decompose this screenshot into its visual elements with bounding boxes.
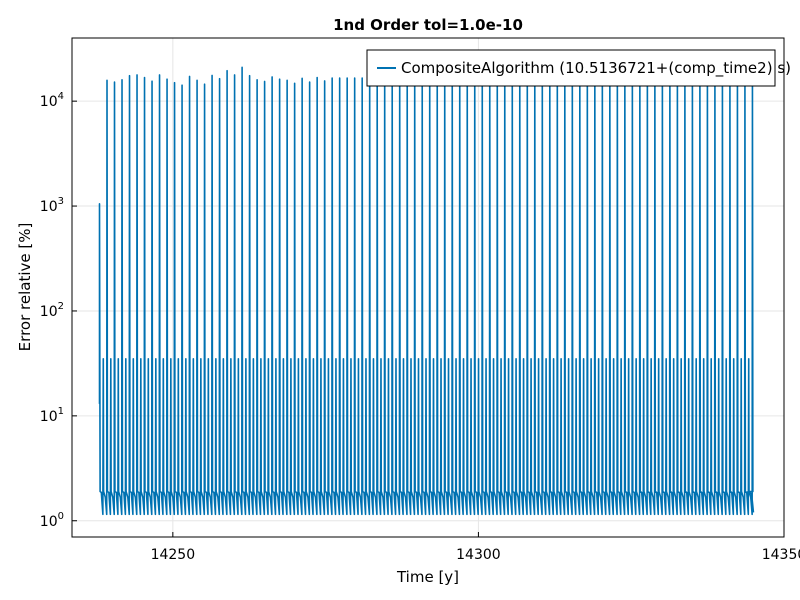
legend: CompositeAlgorithm (10.5136721+(comp_tim… [366,49,791,87]
series-line [98,66,755,516]
y-tick-label: 102 [40,301,64,320]
y-axis-ticks: 100 101 102 103 104 [40,91,77,530]
y-tick-label: 101 [40,406,64,425]
y-tick-label: 100 [40,511,64,530]
series-group [98,66,755,516]
legend-box [366,49,776,87]
y-axis-label: Error relative [%] [16,223,34,352]
x-tick-label: 14250 [151,547,196,563]
x-axis-ticks: 14250 14300 14350 [151,532,800,563]
chart-title: 1nd Order tol=1.0e-10 [333,16,523,34]
plot-frame [71,37,785,538]
x-tick-label: 14300 [456,547,501,563]
y-tick-label: 104 [40,91,64,110]
y-tick-label: 103 [40,196,64,215]
legend-entry: CompositeAlgorithm (10.5136721+(comp_tim… [401,59,791,78]
x-axis-label: Time [y] [396,568,459,586]
x-tick-label: 14350 [762,547,800,563]
